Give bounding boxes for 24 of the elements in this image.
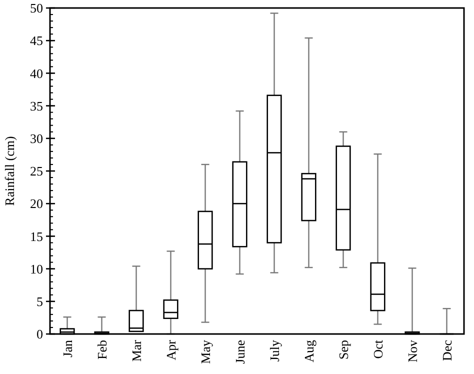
x-tick-label: July — [266, 340, 282, 362]
y-tick-label: 45 — [30, 33, 43, 48]
x-tick-label: Nov — [404, 340, 420, 362]
y-tick-label: 35 — [30, 98, 43, 114]
y-tick-label: 30 — [30, 130, 43, 146]
y-tick-label: 5 — [36, 294, 43, 309]
x-tick-label: May — [198, 340, 213, 364]
x-tick-label: June — [232, 340, 248, 364]
y-tick-label: 20 — [30, 196, 43, 212]
y-tick-label: 25 — [30, 164, 43, 179]
x-tick-label: Sep — [336, 340, 351, 360]
y-tick-label: 50 — [30, 0, 43, 16]
x-tick-label: Mar — [128, 339, 144, 362]
x-tick-label: Jan — [60, 340, 75, 358]
x-tick-label: Apr — [163, 339, 178, 360]
x-tick-label: Feb — [94, 340, 110, 360]
y-tick-label: 15 — [30, 228, 43, 244]
x-tick-label: Aug — [301, 340, 316, 362]
x-tick-label: Oct — [370, 340, 386, 359]
x-tick-label: Dec — [439, 340, 454, 361]
y-axis-title: Rainfall (cm) — [2, 136, 17, 206]
y-tick-label: 40 — [30, 66, 43, 81]
y-tick-label: 10 — [30, 261, 43, 276]
y-tick-label: 0 — [36, 326, 43, 342]
